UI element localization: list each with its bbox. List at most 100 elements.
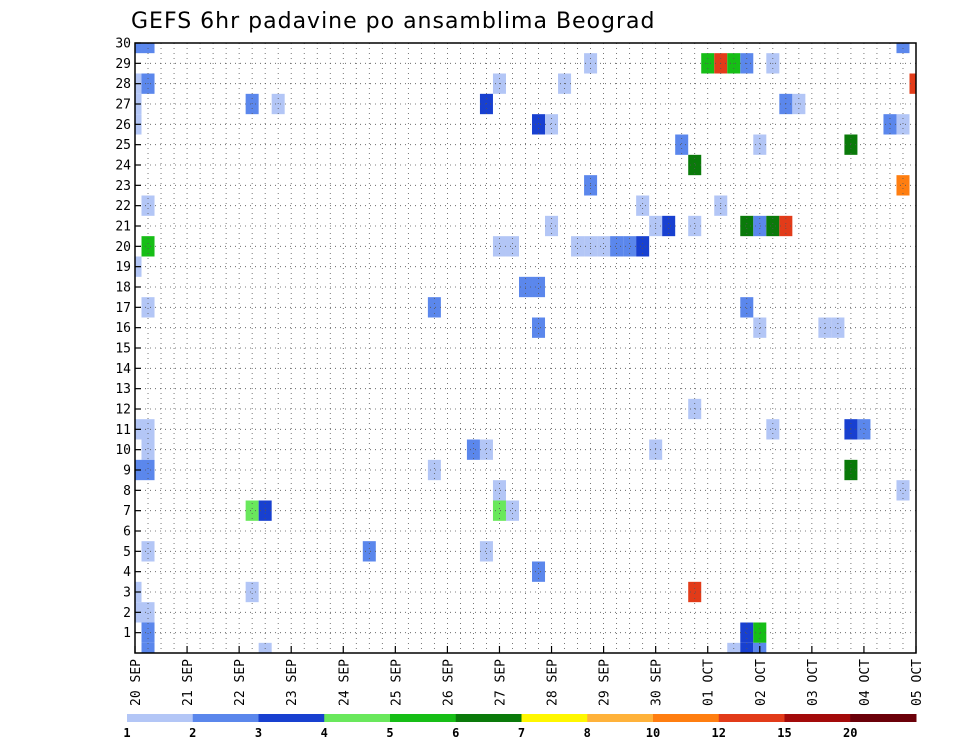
x-tick-label: 25 SEP [389, 659, 404, 706]
legend-label: 15 [777, 726, 791, 740]
heatmap-cell [753, 622, 767, 643]
plot-frame [134, 42, 917, 654]
y-tick-label: 7 [123, 504, 131, 519]
x-tick-label: 03 OCT [806, 659, 821, 706]
x-tick-label: 26 SEP [441, 659, 456, 706]
legend-color-swatch [718, 714, 785, 722]
legend-color-swatch [653, 714, 720, 722]
heatmap-cell [610, 236, 624, 257]
heatmap-cell [427, 459, 441, 481]
heatmap-cell [532, 114, 546, 135]
x-tick-label: 27 SEP [493, 659, 508, 706]
y-tick-label: 16 [115, 321, 131, 336]
heatmap-cell [545, 114, 559, 135]
legend-label: 3 [255, 726, 262, 740]
heatmap-cell [505, 236, 519, 257]
heatmap-cell [141, 602, 155, 623]
grid-lines [135, 43, 916, 653]
heatmap-cell [636, 236, 650, 257]
x-tick-label: 02 OCT [754, 659, 769, 706]
heatmap-cell [571, 236, 585, 257]
color-legend: 1 2 3 4 5 6 7 8 10 12 15 20 [123, 714, 917, 740]
y-tick-label: 20 [115, 240, 131, 255]
y-tick-label: 27 [115, 98, 131, 113]
legend-color-swatch [784, 714, 851, 722]
legend-label: 7 [518, 726, 525, 740]
heatmap-cell [623, 236, 637, 257]
chart-title: GEFS 6hr padavine po ansamblima Beograd [131, 9, 656, 34]
y-tick-label: 1 [123, 626, 131, 641]
heatmap-cell [362, 541, 376, 562]
heatmap-cell [688, 581, 702, 603]
heatmap-cell [505, 500, 519, 521]
heatmap-cell [740, 215, 754, 237]
legend-label: 20 [843, 726, 857, 740]
x-tick-label: 04 OCT [858, 659, 873, 706]
x-tick-label: 28 SEP [546, 659, 561, 706]
heatmap-cell [141, 642, 155, 653]
heatmap-cell [141, 195, 155, 216]
heatmap-cell [688, 154, 702, 176]
heatmap-cell [740, 642, 754, 653]
y-tick-label: 28 [115, 77, 131, 92]
heatmap-cell [427, 297, 441, 318]
heatmap-cell [753, 215, 767, 237]
heatmap-cell [545, 215, 559, 237]
y-tick-label: 30 [115, 37, 131, 52]
heatmap-cell [896, 175, 910, 196]
legend-color-swatch [258, 714, 325, 722]
legend-label: 6 [452, 726, 459, 740]
heatmap-cell [141, 541, 155, 562]
legend-label: 1 [123, 726, 130, 740]
heatmap-cell [532, 276, 546, 298]
heatmap-cell [141, 622, 155, 643]
heatmap-cell [896, 480, 910, 501]
y-tick-label: 3 [123, 586, 131, 601]
heatmap-cell [662, 215, 676, 237]
heatmap-cell [636, 195, 650, 216]
heatmap-cell [532, 317, 546, 338]
legend-color-swatch [587, 714, 654, 722]
y-tick-label: 22 [115, 199, 131, 214]
heatmap-cell [245, 581, 259, 603]
legend-color-swatch [850, 714, 917, 722]
x-tick-label: 05 OCT [910, 659, 925, 706]
y-tick-label: 9 [123, 464, 131, 479]
heatmap-cell [727, 642, 741, 653]
x-tick-label: 20 SEP [129, 659, 144, 706]
heatmap-cell [258, 642, 272, 653]
heatmap-cell [492, 480, 506, 501]
heatmap-cell [532, 561, 546, 582]
x-tick-label: 24 SEP [337, 659, 352, 706]
legend-label: 8 [584, 726, 591, 740]
y-tick-label: 18 [115, 281, 131, 296]
y-tick-label: 5 [123, 545, 131, 560]
y-tick-label: 12 [115, 403, 131, 418]
y-tick-label: 15 [115, 342, 131, 357]
heatmap-cell [818, 317, 832, 338]
legend-color-swatch [390, 714, 457, 722]
legend-color-swatch [455, 714, 522, 722]
y-tick-label: 10 [115, 443, 131, 458]
heatmap-cell [766, 419, 780, 440]
x-tick-label: 30 SEP [650, 659, 665, 706]
y-tick-label: 24 [115, 159, 131, 174]
heatmap-cell [135, 43, 142, 54]
heatmap-cell [597, 236, 611, 257]
x-tick-label: 21 SEP [181, 659, 196, 706]
legend-label: 10 [646, 726, 660, 740]
heatmap-cell [740, 622, 754, 643]
heatmap-cell [688, 215, 702, 237]
legend-color-swatch [192, 714, 259, 722]
heatmap-cell [245, 500, 259, 521]
legend-label: 4 [321, 726, 328, 740]
heatmap-cell [141, 297, 155, 318]
heatmap-cell [909, 73, 916, 94]
heatmap-cell [857, 419, 871, 440]
x-tick-label: 22 SEP [233, 659, 248, 706]
heatmap-cell [492, 500, 506, 521]
x-tick-label: 01 OCT [702, 659, 717, 706]
legend-label: 5 [386, 726, 393, 740]
